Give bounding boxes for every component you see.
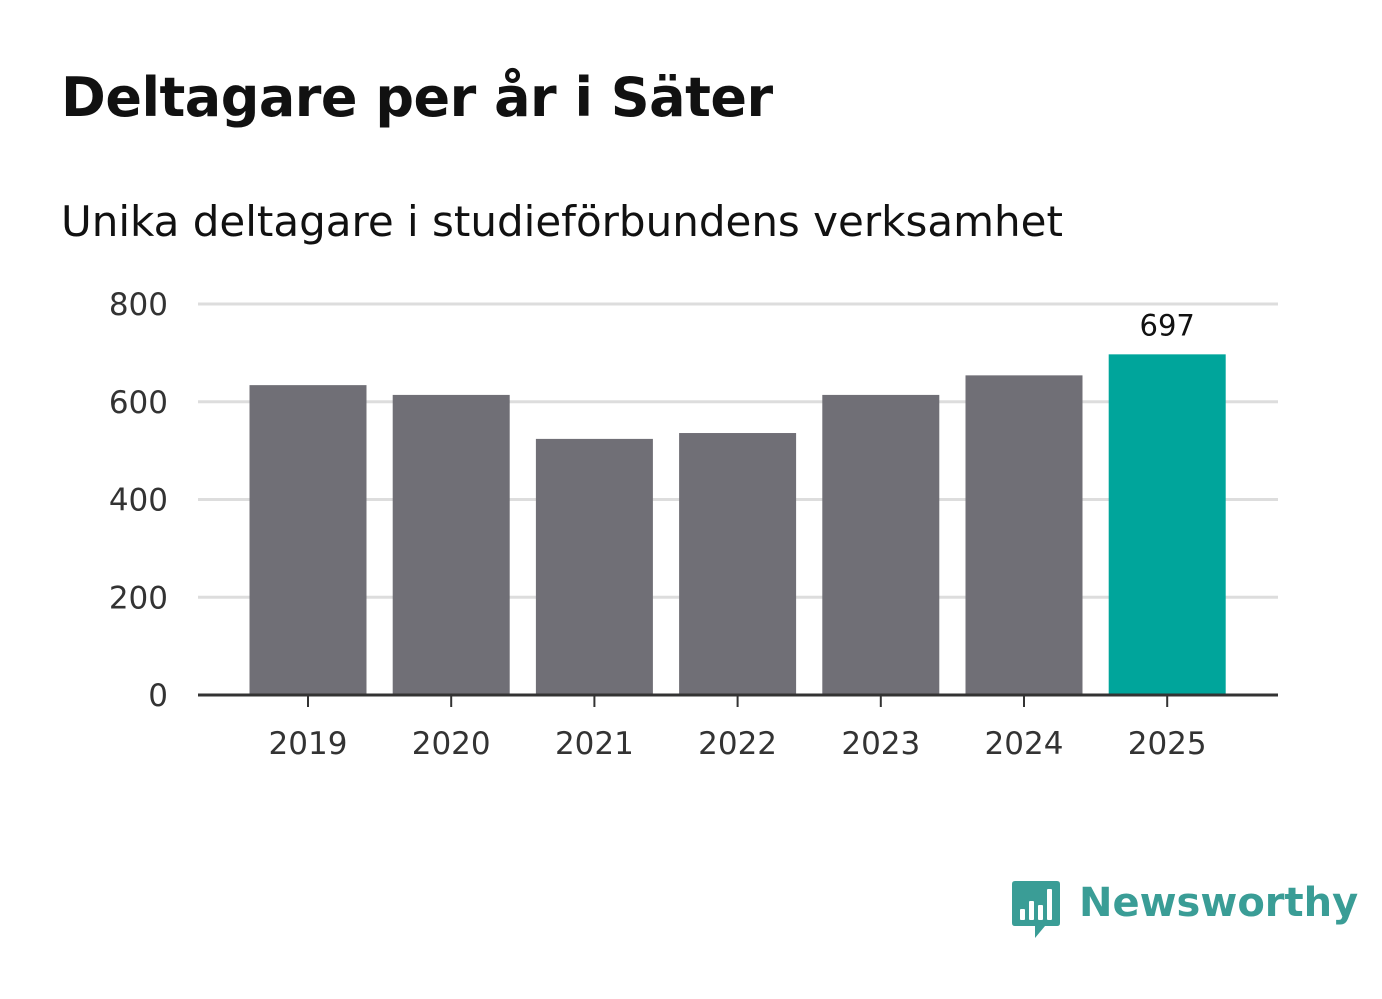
bar-2019 [249, 385, 367, 695]
labels: 0 200 400 600 800 2019 2020 2021 2022 2023 2024 202… [109, 287, 1207, 762]
bars [249, 354, 1226, 695]
bar-2025 [1108, 354, 1226, 695]
y-tick-label: 200 [109, 580, 168, 616]
x-tick-label-2022: 2022 [698, 726, 777, 762]
newsworthy-bar-chart-icon [1012, 881, 1060, 938]
x-tick-label-2023: 2023 [841, 726, 920, 762]
x-tick-label-2024: 2024 [985, 726, 1064, 762]
x-axis [198, 693, 1278, 707]
newsworthy-logo: Newsworthy [1011, 879, 1358, 941]
chart-subtitle: Unika deltagare i studieförbundens verks… [61, 197, 1063, 246]
x-tick-label-2020: 2020 [412, 726, 491, 762]
bar-2024 [965, 375, 1083, 695]
bar-2021 [535, 438, 653, 695]
logo-text: Newsworthy [1079, 880, 1359, 926]
y-tick-label: 400 [109, 483, 168, 519]
x-tick-label-2019: 2019 [269, 726, 348, 762]
y-tick-label: 600 [109, 385, 168, 421]
x-tick-label-2025: 2025 [1128, 726, 1207, 762]
bar-2020 [392, 394, 510, 695]
bar-2022 [679, 433, 797, 695]
data-label-2025: 697 [1140, 308, 1195, 342]
x-tick-label-2021: 2021 [555, 726, 634, 762]
bar-2023 [822, 394, 940, 695]
y-tick-label: 800 [109, 287, 168, 323]
y-tick-label: 0 [148, 678, 168, 714]
chart-title: Deltagare per år i Säter [61, 66, 773, 129]
